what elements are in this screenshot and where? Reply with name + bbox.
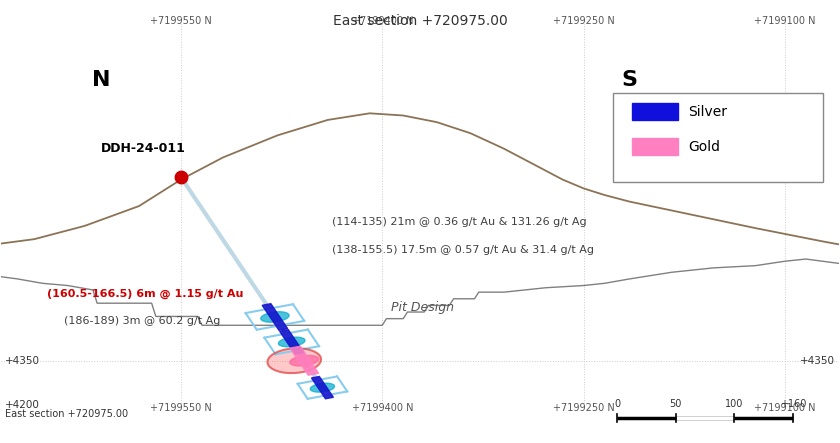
Bar bbox=[633, 103, 678, 120]
Bar bbox=[280, 330, 304, 354]
Text: 0: 0 bbox=[614, 399, 620, 409]
Ellipse shape bbox=[260, 312, 289, 322]
Text: East section +720975.00: East section +720975.00 bbox=[333, 14, 507, 28]
Text: +7199100 N: +7199100 N bbox=[754, 16, 816, 26]
Ellipse shape bbox=[278, 337, 305, 347]
Ellipse shape bbox=[267, 348, 321, 373]
Text: +4350: +4350 bbox=[801, 356, 835, 365]
Text: +4200: +4200 bbox=[5, 400, 39, 410]
Text: S: S bbox=[622, 70, 638, 90]
Text: (138-155.5) 17.5m @ 0.57 g/t Au & 31.4 g/t Ag: (138-155.5) 17.5m @ 0.57 g/t Au & 31.4 g… bbox=[332, 245, 594, 255]
Ellipse shape bbox=[310, 383, 334, 392]
Text: Gold: Gold bbox=[688, 140, 721, 154]
Text: East section +720975.00: East section +720975.00 bbox=[5, 409, 128, 419]
Text: Silver: Silver bbox=[688, 105, 727, 119]
Bar bbox=[312, 377, 333, 399]
Text: +7199400 N: +7199400 N bbox=[351, 403, 413, 412]
Text: (186-189) 3m @ 60.2 g/t Ag: (186-189) 3m @ 60.2 g/t Ag bbox=[64, 316, 220, 326]
Text: +7199400 N: +7199400 N bbox=[351, 16, 413, 26]
Text: +7199100 N: +7199100 N bbox=[754, 403, 816, 412]
Text: 50: 50 bbox=[669, 399, 682, 409]
FancyBboxPatch shape bbox=[613, 93, 822, 182]
Text: DDH-24-011: DDH-24-011 bbox=[102, 142, 186, 155]
Text: +4350: +4350 bbox=[5, 356, 39, 365]
Text: +7199550 N: +7199550 N bbox=[150, 403, 212, 412]
Text: +160: +160 bbox=[780, 399, 806, 409]
Text: 100: 100 bbox=[725, 399, 743, 409]
Text: +7199250 N: +7199250 N bbox=[553, 16, 614, 26]
Text: (114-135) 21m @ 0.36 g/t Au & 131.26 g/t Ag: (114-135) 21m @ 0.36 g/t Au & 131.26 g/t… bbox=[332, 217, 586, 226]
Text: +7199250 N: +7199250 N bbox=[553, 403, 614, 412]
Text: N: N bbox=[92, 70, 111, 90]
Text: Pit Design: Pit Design bbox=[391, 301, 454, 314]
Bar bbox=[290, 346, 318, 375]
Text: (160.5-166.5) 6m @ 1.15 g/t Au: (160.5-166.5) 6m @ 1.15 g/t Au bbox=[47, 289, 244, 299]
Bar bbox=[633, 139, 678, 155]
Ellipse shape bbox=[290, 355, 319, 366]
Text: +7199550 N: +7199550 N bbox=[150, 16, 212, 26]
Bar bbox=[262, 303, 287, 330]
